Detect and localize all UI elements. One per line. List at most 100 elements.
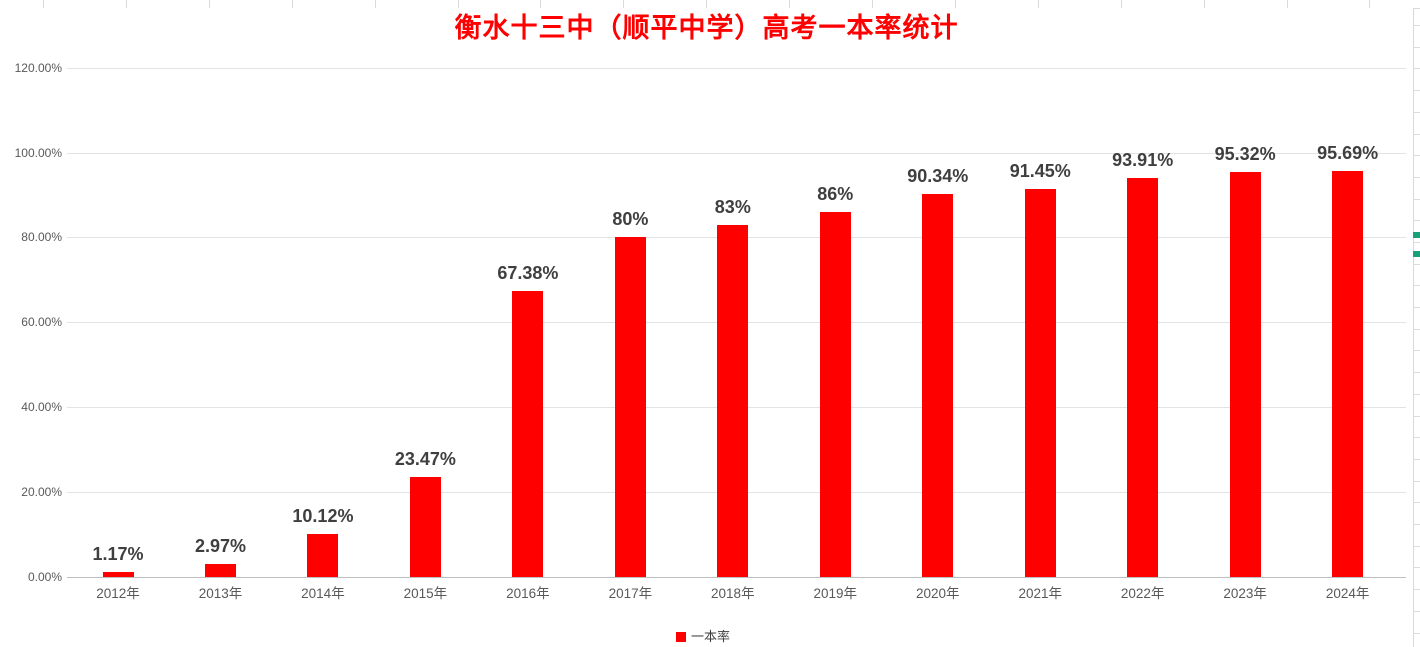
row-border bbox=[1414, 481, 1420, 482]
value-label: 95.69% bbox=[1317, 142, 1379, 163]
value-label: 83% bbox=[714, 196, 751, 217]
y-tick-label: 80.00% bbox=[21, 230, 62, 245]
green-cell-marker bbox=[1413, 251, 1420, 257]
legend-swatch-icon bbox=[676, 631, 686, 642]
bar[interactable] bbox=[307, 534, 339, 577]
legend-label: 一本率 bbox=[691, 629, 731, 644]
value-label: 2.97% bbox=[194, 536, 246, 557]
row-border bbox=[1414, 372, 1420, 373]
cell-border-vertical bbox=[1369, 0, 1370, 8]
cell-border-vertical bbox=[375, 0, 376, 8]
x-tick-label: 2024年 bbox=[1325, 586, 1370, 601]
bar[interactable] bbox=[1332, 170, 1364, 577]
cell-border-vertical bbox=[1038, 0, 1039, 8]
x-tick-label: 2021年 bbox=[1018, 586, 1062, 601]
row-border bbox=[1414, 177, 1420, 178]
bar[interactable] bbox=[717, 224, 749, 577]
y-tick-label: 0.00% bbox=[27, 570, 62, 584]
cell-border-vertical bbox=[623, 0, 624, 8]
x-tick-label: 2018年 bbox=[711, 586, 755, 601]
bar[interactable] bbox=[922, 193, 954, 577]
row-border bbox=[1414, 134, 1420, 135]
bar[interactable] bbox=[512, 290, 544, 577]
cell-border-vertical bbox=[209, 0, 210, 8]
bar[interactable] bbox=[102, 572, 134, 577]
x-tick-label: 2013年 bbox=[198, 586, 243, 601]
gridline bbox=[67, 67, 1406, 69]
chart-canvas[interactable]: 衡水十三中（顺平中学）高考一本率统计 0.00% 20.00% 40.00% 60.0… bbox=[0, 8, 1413, 647]
value-label: 80% bbox=[612, 209, 649, 230]
row-border bbox=[1414, 589, 1420, 590]
bar[interactable] bbox=[819, 211, 851, 577]
row-border bbox=[1414, 307, 1420, 308]
row-border bbox=[1414, 633, 1420, 634]
green-cell-marker bbox=[1413, 232, 1420, 238]
row-border bbox=[1414, 459, 1420, 460]
bar[interactable] bbox=[1127, 178, 1159, 577]
bar[interactable] bbox=[204, 564, 236, 577]
row-border bbox=[1414, 437, 1420, 438]
row-border bbox=[1414, 524, 1420, 525]
row-border bbox=[1414, 155, 1420, 156]
value-label: 93.91% bbox=[1112, 150, 1174, 171]
value-label: 91.45% bbox=[1009, 160, 1071, 181]
bar[interactable] bbox=[1024, 188, 1056, 577]
x-tick-label: 2017年 bbox=[608, 586, 653, 601]
cell-border-vertical bbox=[126, 0, 127, 8]
row-border bbox=[1414, 68, 1420, 69]
row-border bbox=[1414, 611, 1420, 612]
cell-border-vertical bbox=[43, 0, 44, 8]
chart-title[interactable]: 衡水十三中（顺平中学）高考一本率统计 bbox=[454, 13, 959, 44]
row-border bbox=[1414, 199, 1420, 200]
value-label: 95.32% bbox=[1214, 144, 1276, 165]
row-border bbox=[1414, 350, 1420, 351]
sheet-column-border bbox=[1413, 8, 1414, 647]
cell-border-vertical bbox=[955, 0, 956, 8]
x-tick-label: 2012年 bbox=[96, 586, 140, 601]
value-label: 67.38% bbox=[497, 262, 559, 283]
row-border bbox=[1414, 285, 1420, 286]
row-border bbox=[1414, 567, 1420, 568]
row-border bbox=[1414, 25, 1420, 26]
cell-border-vertical bbox=[789, 0, 790, 8]
y-tick-label: 120.00% bbox=[14, 60, 62, 75]
row-border bbox=[1414, 47, 1420, 48]
x-tick-label: 2015年 bbox=[403, 586, 448, 601]
x-tick-label: 2014年 bbox=[301, 586, 345, 601]
cell-border-vertical bbox=[1204, 0, 1205, 8]
cell-border-vertical bbox=[292, 0, 293, 8]
value-label: 1.17% bbox=[92, 544, 144, 565]
x-tick-label: 2022年 bbox=[1120, 586, 1165, 601]
row-border bbox=[1414, 329, 1420, 330]
row-border bbox=[1414, 220, 1420, 221]
gridline bbox=[67, 152, 1406, 154]
y-tick-label: 100.00% bbox=[14, 145, 62, 160]
row-border bbox=[1414, 546, 1420, 547]
bar[interactable] bbox=[614, 237, 646, 577]
value-label: 90.34% bbox=[907, 165, 969, 186]
bar[interactable] bbox=[1229, 172, 1261, 577]
y-tick-label: 20.00% bbox=[21, 485, 62, 500]
cell-border-vertical bbox=[1287, 0, 1288, 8]
y-tick-label: 40.00% bbox=[21, 400, 62, 415]
x-tick-label: 2019年 bbox=[813, 586, 858, 601]
x-tick-label: 2016年 bbox=[506, 586, 550, 601]
cell-border-vertical bbox=[872, 0, 873, 8]
row-border bbox=[1414, 394, 1420, 395]
row-border bbox=[1414, 264, 1420, 265]
x-axis-line bbox=[67, 577, 1406, 578]
row-border bbox=[1414, 416, 1420, 417]
value-label: 23.47% bbox=[394, 449, 456, 470]
value-label: 10.12% bbox=[292, 506, 354, 527]
x-tick-label: 2023年 bbox=[1223, 586, 1267, 601]
legend[interactable]: 一本率 bbox=[676, 629, 730, 644]
x-tick-label: 2020年 bbox=[915, 586, 960, 601]
row-border bbox=[1414, 112, 1420, 113]
row-border bbox=[1414, 502, 1420, 503]
cell-border-vertical bbox=[1121, 0, 1122, 8]
cell-border-vertical bbox=[540, 0, 541, 8]
bar[interactable] bbox=[409, 477, 441, 577]
value-label: 86% bbox=[817, 183, 854, 204]
cell-border-vertical bbox=[458, 0, 459, 8]
row-border bbox=[1414, 242, 1420, 243]
